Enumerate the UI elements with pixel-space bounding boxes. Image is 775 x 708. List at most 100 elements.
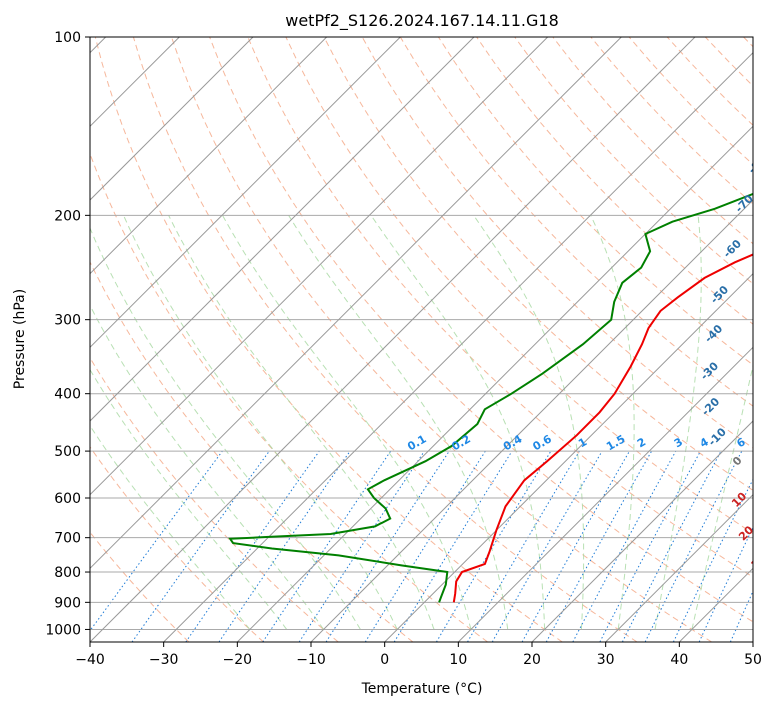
dry-adiabat-line xyxy=(90,260,414,642)
moist-adiabat-label: 30 xyxy=(749,551,769,571)
dry-adiabat-line xyxy=(590,37,753,205)
dry-adiabat-line xyxy=(90,356,339,642)
mixing-ratio-line xyxy=(521,450,630,642)
dry-adiabat-line xyxy=(171,37,712,642)
mixing-ratio-line xyxy=(185,450,320,642)
y-tick-label: 100 xyxy=(54,30,81,46)
mixing-ratio-line xyxy=(131,450,270,642)
x-tick-label: 0 xyxy=(380,652,389,668)
profile-line xyxy=(452,253,753,603)
mixing-ratio-line xyxy=(599,450,701,642)
plot-frame xyxy=(89,36,754,643)
moist-adiabat-label: 40 xyxy=(771,576,775,596)
isotherm-label: -50 xyxy=(708,283,731,306)
isotherm-line xyxy=(90,37,549,496)
dry-adiabat-line xyxy=(323,37,753,491)
dry-adiabat-line xyxy=(476,37,753,325)
x-axis-ticks: −40 −30 −20 −10 0 10 20 30 40 50 xyxy=(75,642,762,668)
isotherm-line xyxy=(90,37,475,422)
dry-adiabat-line xyxy=(285,37,753,535)
isotherm-line xyxy=(236,125,753,642)
mixing-ratio-label: 3 xyxy=(672,435,685,450)
mixing-ratio-line xyxy=(644,450,743,642)
x-tick-label: 10 xyxy=(449,652,467,668)
mixing-ratio-line xyxy=(672,478,753,642)
isotherm-label: -40 xyxy=(702,322,725,345)
y-tick-label: 500 xyxy=(54,444,81,460)
y-axis-label: Pressure (hPa) xyxy=(12,289,28,389)
mixing-ratio-label: 1.5 xyxy=(604,432,627,453)
isotherm-line xyxy=(605,493,753,642)
isotherm-line xyxy=(90,37,696,642)
isotherm-label: -30 xyxy=(698,359,721,382)
moist-adiabat-label: 10 xyxy=(729,490,749,510)
y-tick-label: 600 xyxy=(54,491,81,507)
profile-line xyxy=(228,192,753,603)
mixing-ratio-label: 8 xyxy=(764,435,775,450)
mixing-ratio-line xyxy=(325,450,450,642)
mixing-ratio-line xyxy=(262,450,392,642)
isotherm-line xyxy=(531,420,753,642)
mixing-ratio-label: 0.4 xyxy=(501,432,525,453)
isotherm-line xyxy=(752,641,753,642)
plot-area: -100-90-80-70-60-50-40-30-20-100.10.20.4… xyxy=(90,37,775,642)
mixing-ratio-line xyxy=(435,450,552,642)
isotherm-line xyxy=(678,567,753,642)
isotherm-line xyxy=(90,37,254,201)
isotherm-line xyxy=(163,51,753,642)
mixing-ratio-label: 0.1 xyxy=(405,432,428,453)
dry-adiabat-line xyxy=(90,446,264,642)
x-tick-label: −20 xyxy=(223,652,253,668)
dry-adiabat-line xyxy=(94,37,563,642)
isotherm-line xyxy=(90,37,401,349)
dry-adiabat-line xyxy=(90,531,190,642)
mixing-ratio-label: 0.6 xyxy=(530,432,554,453)
profile-series xyxy=(228,192,753,603)
dry-adiabat-line xyxy=(666,37,753,126)
y-tick-label: 1000 xyxy=(45,622,81,638)
moist-adiabat-line xyxy=(90,226,361,630)
moist-adiabat-line xyxy=(90,424,251,630)
x-tick-label: −10 xyxy=(296,652,326,668)
mixing-ratio-line xyxy=(298,450,425,642)
isotherm-lines xyxy=(90,37,753,642)
y-tick-label: 400 xyxy=(54,387,81,403)
mixing-ratio-line xyxy=(218,450,351,642)
mixing-ratio-label: 2 xyxy=(635,435,648,450)
x-tick-label: 50 xyxy=(744,652,762,668)
dry-adiabat-line xyxy=(247,37,753,578)
moist-adiabat-line xyxy=(90,304,325,630)
dry-adiabat-line xyxy=(209,37,753,623)
isotherm-line xyxy=(90,37,622,570)
mixing-ratio-label: 0.2 xyxy=(449,432,472,453)
x-tick-label: −30 xyxy=(149,652,179,668)
isotherm-line xyxy=(384,272,753,642)
dry-adiabat-line xyxy=(743,37,753,48)
x-tick-label: 40 xyxy=(670,652,688,668)
x-tick-label: 20 xyxy=(523,652,541,668)
line-labels: -100-90-80-70-60-50-40-30-20-100.10.20.4… xyxy=(405,111,775,596)
dry-adiabat-line xyxy=(90,152,488,642)
isotherm-line xyxy=(90,37,328,275)
moist-adiabat-label: 0 xyxy=(730,454,745,469)
background-reference-lines xyxy=(90,37,753,642)
mixing-ratio-line xyxy=(393,450,513,642)
moist-adiabat-line xyxy=(168,215,435,630)
x-axis-label: Temperature (°C) xyxy=(361,681,483,697)
grid-lines xyxy=(90,37,753,630)
chart-title: wetPf2_S126.2024.167.14.11.G18 xyxy=(285,11,559,31)
mixing-ratio-line xyxy=(90,450,223,632)
y-axis-ticks: 100 200 300 400 500 600 700 800 900 1000 xyxy=(45,30,90,638)
y-tick-label: 900 xyxy=(54,595,81,611)
isotherm-line xyxy=(457,346,753,642)
moist-adiabat-line xyxy=(123,215,398,630)
mixing-ratio-line xyxy=(545,450,653,642)
isotherm-line xyxy=(310,199,753,642)
isotherm-label: -80 xyxy=(746,153,769,176)
mixing-ratio-line xyxy=(572,450,677,642)
isotherm-label: -20 xyxy=(699,395,722,418)
isotherm-label: -90 xyxy=(762,111,775,134)
isotherm-label: -60 xyxy=(721,237,744,260)
mixing-ratio-line xyxy=(467,450,580,642)
